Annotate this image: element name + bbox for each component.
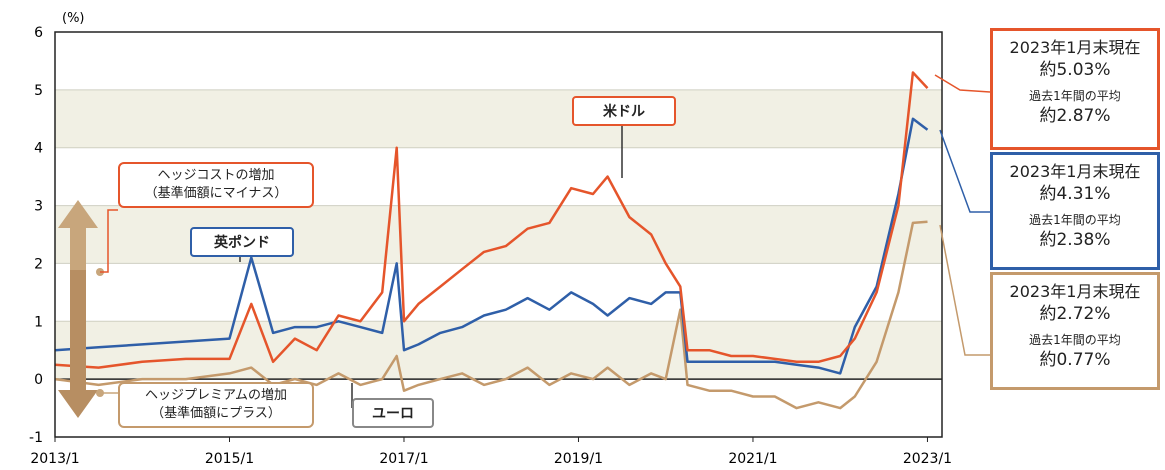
y-tick-label: 0	[34, 372, 43, 388]
usd-current: 約5.03%	[1039, 60, 1111, 80]
gbp-tag: 英ポンド	[190, 227, 294, 257]
gbp-avg-label: 過去1年間の平均	[1029, 213, 1121, 227]
grid-band	[55, 205, 942, 264]
y-axis-ticks: -1 0 1 2 3 4 5 6	[29, 25, 43, 446]
y-tick-label: 3	[34, 199, 43, 215]
gbp-box-leader	[939, 129, 990, 213]
x-tick-label: 2013/1	[30, 451, 79, 467]
hedge-arrow-icon	[58, 200, 118, 418]
grid-bands	[55, 89, 942, 380]
gbp-avg: 約2.38%	[1039, 230, 1111, 250]
eur-box-leader	[939, 224, 990, 356]
series-line-米ドル	[54, 71, 929, 369]
y-tick-label: 6	[34, 25, 43, 41]
y-unit-label: (%)	[62, 11, 85, 26]
x-tick-label: 2017/1	[379, 451, 428, 467]
usd-tag: 米ドル	[572, 96, 676, 126]
y-tick-label: 5	[34, 83, 43, 99]
eur-avg: 約0.77%	[1039, 350, 1111, 370]
usd-avg: 約2.87%	[1039, 106, 1111, 126]
series-lines	[54, 71, 929, 410]
eur-info-box: 2023年1月末現在 約2.72% 過去1年間の平均 約0.77%	[990, 272, 1160, 390]
gbp-current: 約4.31%	[1039, 184, 1111, 204]
x-tick-label: 2023/1	[903, 451, 952, 467]
series-line-英ポンド	[54, 117, 929, 375]
usd-avg-label: 過去1年間の平均	[1029, 89, 1121, 103]
x-tick-label: 2019/1	[554, 451, 603, 467]
gbp-info-box: 2023年1月末現在 約4.31% 過去1年間の平均 約2.38%	[990, 152, 1160, 270]
eur-date: 2023年1月末現在	[1009, 282, 1141, 301]
y-tick-label: 2	[34, 256, 43, 272]
hedge-premium-callout: ヘッジプレミアムの増加 （基準価額にプラス）	[118, 382, 314, 428]
x-tick-label: 2021/1	[728, 451, 777, 467]
grid-band	[55, 89, 942, 148]
x-axis-ticks: 2013/1 2015/1 2017/1 2019/1 2021/1 2023/1	[30, 437, 952, 467]
usd-box-leader	[934, 74, 991, 93]
gbp-date: 2023年1月末現在	[1009, 162, 1141, 181]
eur-current: 約2.72%	[1039, 304, 1111, 324]
eur-tag: ユーロ	[352, 398, 434, 428]
grid-band	[55, 321, 942, 380]
y-tick-label: 1	[34, 314, 43, 330]
x-tick-label: 2015/1	[205, 451, 254, 467]
usd-date: 2023年1月末現在	[1009, 38, 1141, 57]
y-tick-label: 4	[34, 141, 43, 157]
hedge-cost-callout: ヘッジコストの増加 （基準価額にマイナス）	[118, 162, 314, 208]
eur-avg-label: 過去1年間の平均	[1029, 333, 1121, 347]
y-tick-label: -1	[29, 430, 43, 446]
usd-info-box: 2023年1月末現在 約5.03% 過去1年間の平均 約2.87%	[990, 28, 1160, 150]
series-line-ユーロ	[54, 220, 928, 410]
